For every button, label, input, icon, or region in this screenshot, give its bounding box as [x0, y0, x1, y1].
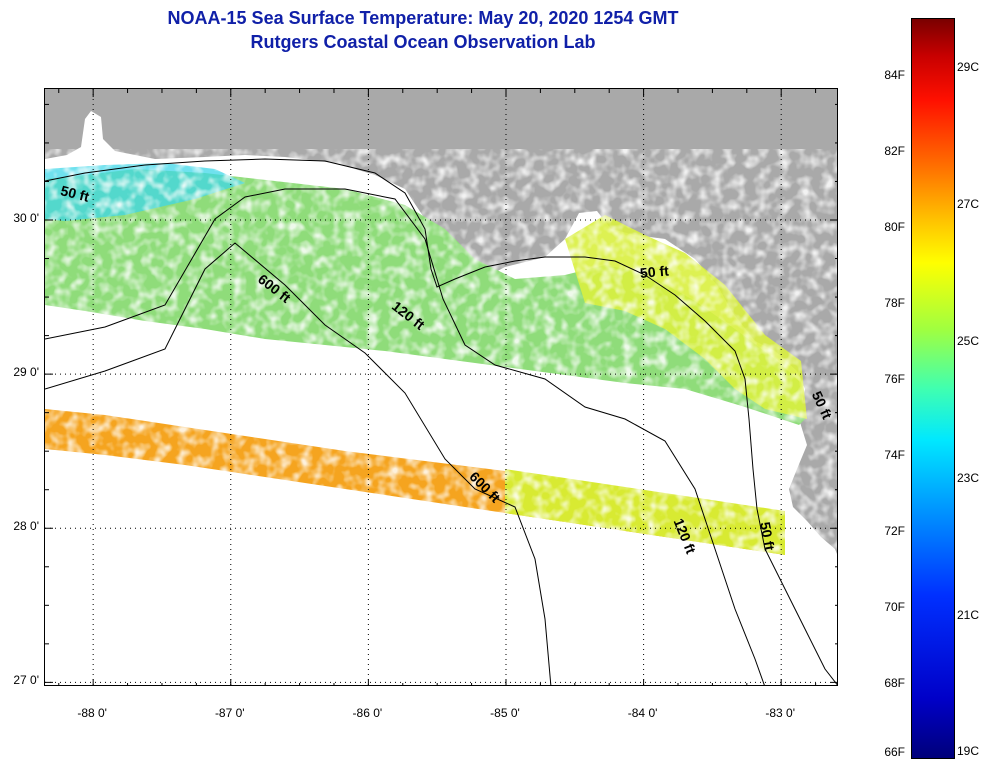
longitude-tick-label: -83 0' [765, 706, 796, 720]
longitude-tick-label: -88 0' [77, 706, 107, 720]
longitude-tick-label: -86 0' [352, 706, 383, 720]
colorbar-celsius-label: 25C [957, 334, 980, 348]
colorbar-celsius-label: 19C [957, 744, 980, 759]
latitude-tick-label: 29 0' [13, 365, 39, 380]
cloud-gaps [45, 149, 837, 569]
latitude-tick-label: 30 0' [13, 211, 39, 225]
sst-map-canvas [45, 89, 837, 685]
sst-swaths [45, 149, 837, 569]
sst-map [44, 88, 838, 686]
colorbar-celsius-label: 29C [957, 60, 980, 75]
map-title: NOAA-15 Sea Surface Temperature: May 20,… [167, 8, 679, 28]
frame-ticks [45, 89, 837, 685]
colorbar-fahrenheit-label: 68F [884, 676, 905, 690]
contour-50ft [45, 158, 837, 685]
colorbar-fahrenheit-label: 80F [884, 220, 905, 234]
longitude-tick-label: -85 0' [490, 706, 520, 720]
colorbar-fahrenheit-label: 84F [884, 68, 905, 82]
contour-120ft [45, 188, 765, 685]
latitude-tick-label: 28 0' [13, 519, 39, 534]
colorbar-fahrenheit-label: 78F [884, 296, 905, 310]
colorbar-celsius-label: 23C [957, 470, 980, 485]
longitude-tick-label: -87 0' [214, 706, 245, 720]
colorbar-fahrenheit-label: 70F [884, 600, 905, 614]
map-subtitle: Rutgers Coastal Ocean Observation Lab [250, 32, 596, 52]
colorbar-fahrenheit-label: 74F [884, 448, 905, 462]
contour-600ft [45, 242, 552, 685]
latitude-tick-label: 27 0' [13, 673, 39, 688]
colorbar-celsius-label: 21C [957, 607, 980, 622]
longitude-tick-label: -84 0' [627, 706, 658, 720]
colorbar-fahrenheit-label: 82F [884, 144, 905, 158]
colorbar-fahrenheit-label: 72F [884, 524, 905, 538]
bathymetry-contours [45, 158, 837, 685]
contour-depth-label: 50 ft [639, 263, 670, 282]
temperature-colorbar [911, 18, 955, 759]
colorbar-fahrenheit-label: 76F [884, 372, 905, 386]
colorbar-fahrenheit-label: 66F [884, 745, 905, 759]
colorbar-celsius-label: 27C [957, 197, 980, 212]
